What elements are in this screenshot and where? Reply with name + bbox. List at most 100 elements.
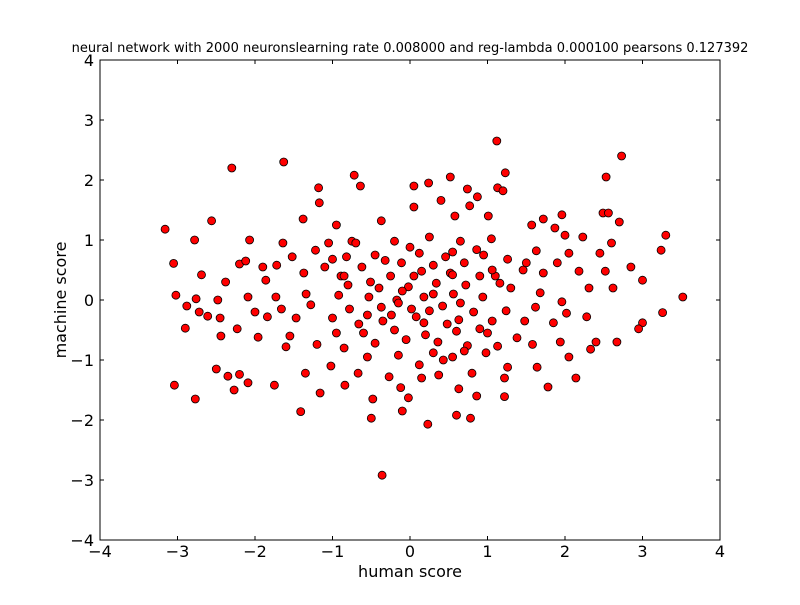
data-point xyxy=(376,216,386,226)
data-point xyxy=(180,323,190,333)
data-point xyxy=(211,364,221,374)
data-point xyxy=(405,242,415,252)
chart-title: neural network with 2000 neuronslearning… xyxy=(72,41,749,56)
data-point xyxy=(448,352,458,362)
data-point xyxy=(390,236,399,246)
y-tick-label: 2 xyxy=(84,171,94,190)
data-point xyxy=(531,302,540,312)
data-point xyxy=(626,262,636,272)
data-point xyxy=(216,331,226,341)
data-point xyxy=(487,316,497,326)
data-point xyxy=(421,330,430,340)
data-point xyxy=(296,407,306,417)
x-axis-label: human score xyxy=(358,562,462,581)
data-point xyxy=(191,294,201,304)
data-point xyxy=(190,394,200,404)
data-point xyxy=(223,371,233,381)
data-point xyxy=(250,307,260,317)
data-point xyxy=(472,245,482,255)
data-point xyxy=(455,298,465,308)
data-point xyxy=(213,295,223,305)
data-point xyxy=(261,275,271,285)
data-point xyxy=(354,319,364,329)
data-point xyxy=(614,217,624,227)
data-point xyxy=(291,313,301,323)
data-point xyxy=(500,168,510,178)
data-point xyxy=(475,324,485,334)
data-point xyxy=(479,250,489,260)
data-point xyxy=(339,343,349,353)
data-point xyxy=(481,348,491,358)
data-point xyxy=(571,373,581,383)
data-point xyxy=(243,378,253,388)
data-point xyxy=(331,328,341,338)
data-point xyxy=(503,254,513,264)
data-point xyxy=(483,328,492,338)
data-point xyxy=(465,201,475,211)
data-point xyxy=(454,315,464,325)
data-point xyxy=(424,306,434,316)
x-tick-label: 3 xyxy=(637,542,647,561)
data-point xyxy=(281,342,291,352)
data-point xyxy=(500,373,509,383)
data-point xyxy=(312,339,322,349)
data-point xyxy=(601,172,611,182)
data-point xyxy=(527,220,537,230)
data-point xyxy=(521,258,531,268)
data-point xyxy=(506,283,516,293)
data-point xyxy=(466,413,475,423)
data-point xyxy=(197,270,206,280)
data-point xyxy=(301,289,311,299)
data-point xyxy=(498,186,508,196)
data-point xyxy=(607,238,616,248)
data-point xyxy=(455,236,465,246)
data-point xyxy=(262,312,272,322)
data-point xyxy=(182,301,192,311)
data-point xyxy=(370,338,380,348)
data-point xyxy=(586,344,595,354)
data-point xyxy=(377,470,387,480)
data-point xyxy=(311,245,320,255)
data-point xyxy=(227,163,237,173)
data-point xyxy=(203,311,213,321)
data-point xyxy=(272,260,282,270)
data-point xyxy=(658,308,667,318)
x-tick-label: −1 xyxy=(321,542,345,561)
y-tick-label: 3 xyxy=(84,111,94,130)
data-point xyxy=(171,290,181,300)
data-point xyxy=(366,413,376,423)
data-point xyxy=(428,260,438,270)
data-point xyxy=(492,136,502,146)
data-point xyxy=(428,348,438,358)
data-point xyxy=(557,297,567,307)
data-point xyxy=(538,214,548,224)
data-point xyxy=(253,332,263,342)
data-point xyxy=(486,234,496,244)
data-point xyxy=(403,393,413,403)
data-point xyxy=(366,277,375,287)
data-point xyxy=(409,202,419,212)
x-axis: −4 −3 −2 −1 0 1 2 3 4 xyxy=(88,60,725,561)
data-point xyxy=(397,258,406,268)
data-point xyxy=(424,178,434,188)
data-point xyxy=(531,246,541,256)
data-point xyxy=(578,232,588,242)
data-point xyxy=(324,238,334,248)
data-point xyxy=(351,238,361,248)
data-point xyxy=(454,384,464,394)
data-point xyxy=(397,286,407,296)
data-point xyxy=(661,230,671,240)
data-point xyxy=(417,266,427,276)
data-point xyxy=(591,337,601,347)
data-point xyxy=(271,292,281,302)
y-tick-label: −3 xyxy=(70,471,94,490)
y-tick-label: 4 xyxy=(84,51,94,70)
data-point xyxy=(472,391,482,401)
data-point xyxy=(362,352,372,362)
data-point xyxy=(221,277,231,287)
data-point xyxy=(574,266,584,276)
data-point xyxy=(582,312,592,322)
data-point xyxy=(564,352,574,362)
data-point xyxy=(487,265,497,275)
